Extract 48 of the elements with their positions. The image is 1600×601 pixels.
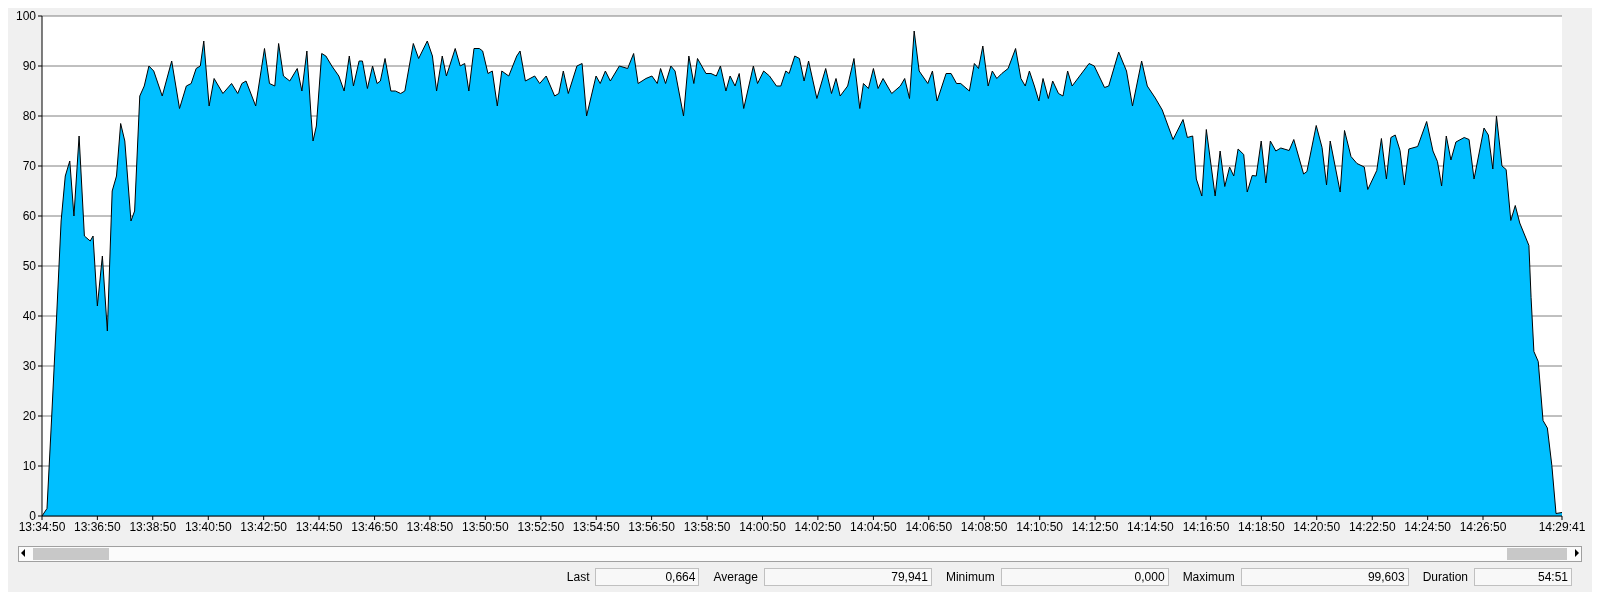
y-tick-label: 100	[15, 9, 37, 24]
y-tick-label: 60	[22, 209, 37, 224]
text: Minimum	[945, 570, 995, 584]
x-tick-label: 14:20:50	[1293, 519, 1341, 534]
y-tick-label: 30	[22, 359, 37, 374]
x-tick-label: 14:00:50	[739, 519, 787, 534]
x-tick-label: 14:12:50	[1071, 519, 1119, 534]
x-tick-label: 13:38:50	[129, 519, 177, 534]
x-tick-label: 13:58:50	[683, 519, 731, 534]
x-tick-label: 13:48:50	[406, 519, 454, 534]
x-tick-label: 13:52:50	[517, 519, 565, 534]
x-tick-label: 14:08:50	[960, 519, 1008, 534]
x-tick-label: 13:56:50	[628, 519, 676, 534]
text: Last	[566, 570, 590, 584]
x-tick-label: 13:54:50	[572, 519, 620, 534]
x-tick-label: 14:06:50	[905, 519, 953, 534]
text: 54:51	[1474, 568, 1572, 586]
x-tick-label: 14:02:50	[794, 519, 842, 534]
text: Average	[713, 570, 758, 584]
text: 79,941	[763, 568, 932, 586]
x-tick-label: 14:16:50	[1182, 519, 1230, 534]
x-tick-label: 13:40:50	[184, 519, 232, 534]
x-tick-label: 13:44:50	[295, 519, 343, 534]
text: 0,664	[595, 568, 700, 586]
y-tick-label: 10	[22, 459, 37, 474]
x-tick-label: 13:50:50	[461, 519, 509, 534]
x-tick-label: 14:14:50	[1127, 519, 1175, 534]
x-tick-label: 13:36:50	[74, 519, 122, 534]
x-tick-label: 13:42:50	[240, 519, 288, 534]
x-tick-label: 14:24:50	[1404, 519, 1452, 534]
x-tick-label: 13:46:50	[351, 519, 399, 534]
x-tick-label: 14:04:50	[850, 519, 898, 534]
x-tick-label: 13:34:50	[18, 519, 66, 534]
y-tick-label: 80	[22, 109, 37, 124]
y-tick-label: 70	[22, 159, 37, 174]
y-tick-label: 20	[22, 409, 37, 424]
y-tick-label: 90	[22, 59, 37, 74]
x-tick-label: 14:10:50	[1016, 519, 1064, 534]
y-tick-label: 40	[22, 309, 37, 324]
text: Maximum	[1182, 570, 1235, 584]
text: 0,000	[1000, 568, 1169, 586]
x-tick-label: 14:18:50	[1238, 519, 1286, 534]
text: Duration	[1422, 570, 1468, 584]
text: 99,603	[1240, 568, 1409, 586]
x-tick-label: 14:22:50	[1348, 519, 1396, 534]
x-tick-label: 14:29:41	[1538, 519, 1586, 534]
x-tick-label: 14:26:50	[1459, 519, 1507, 534]
y-tick-label: 50	[22, 259, 37, 274]
